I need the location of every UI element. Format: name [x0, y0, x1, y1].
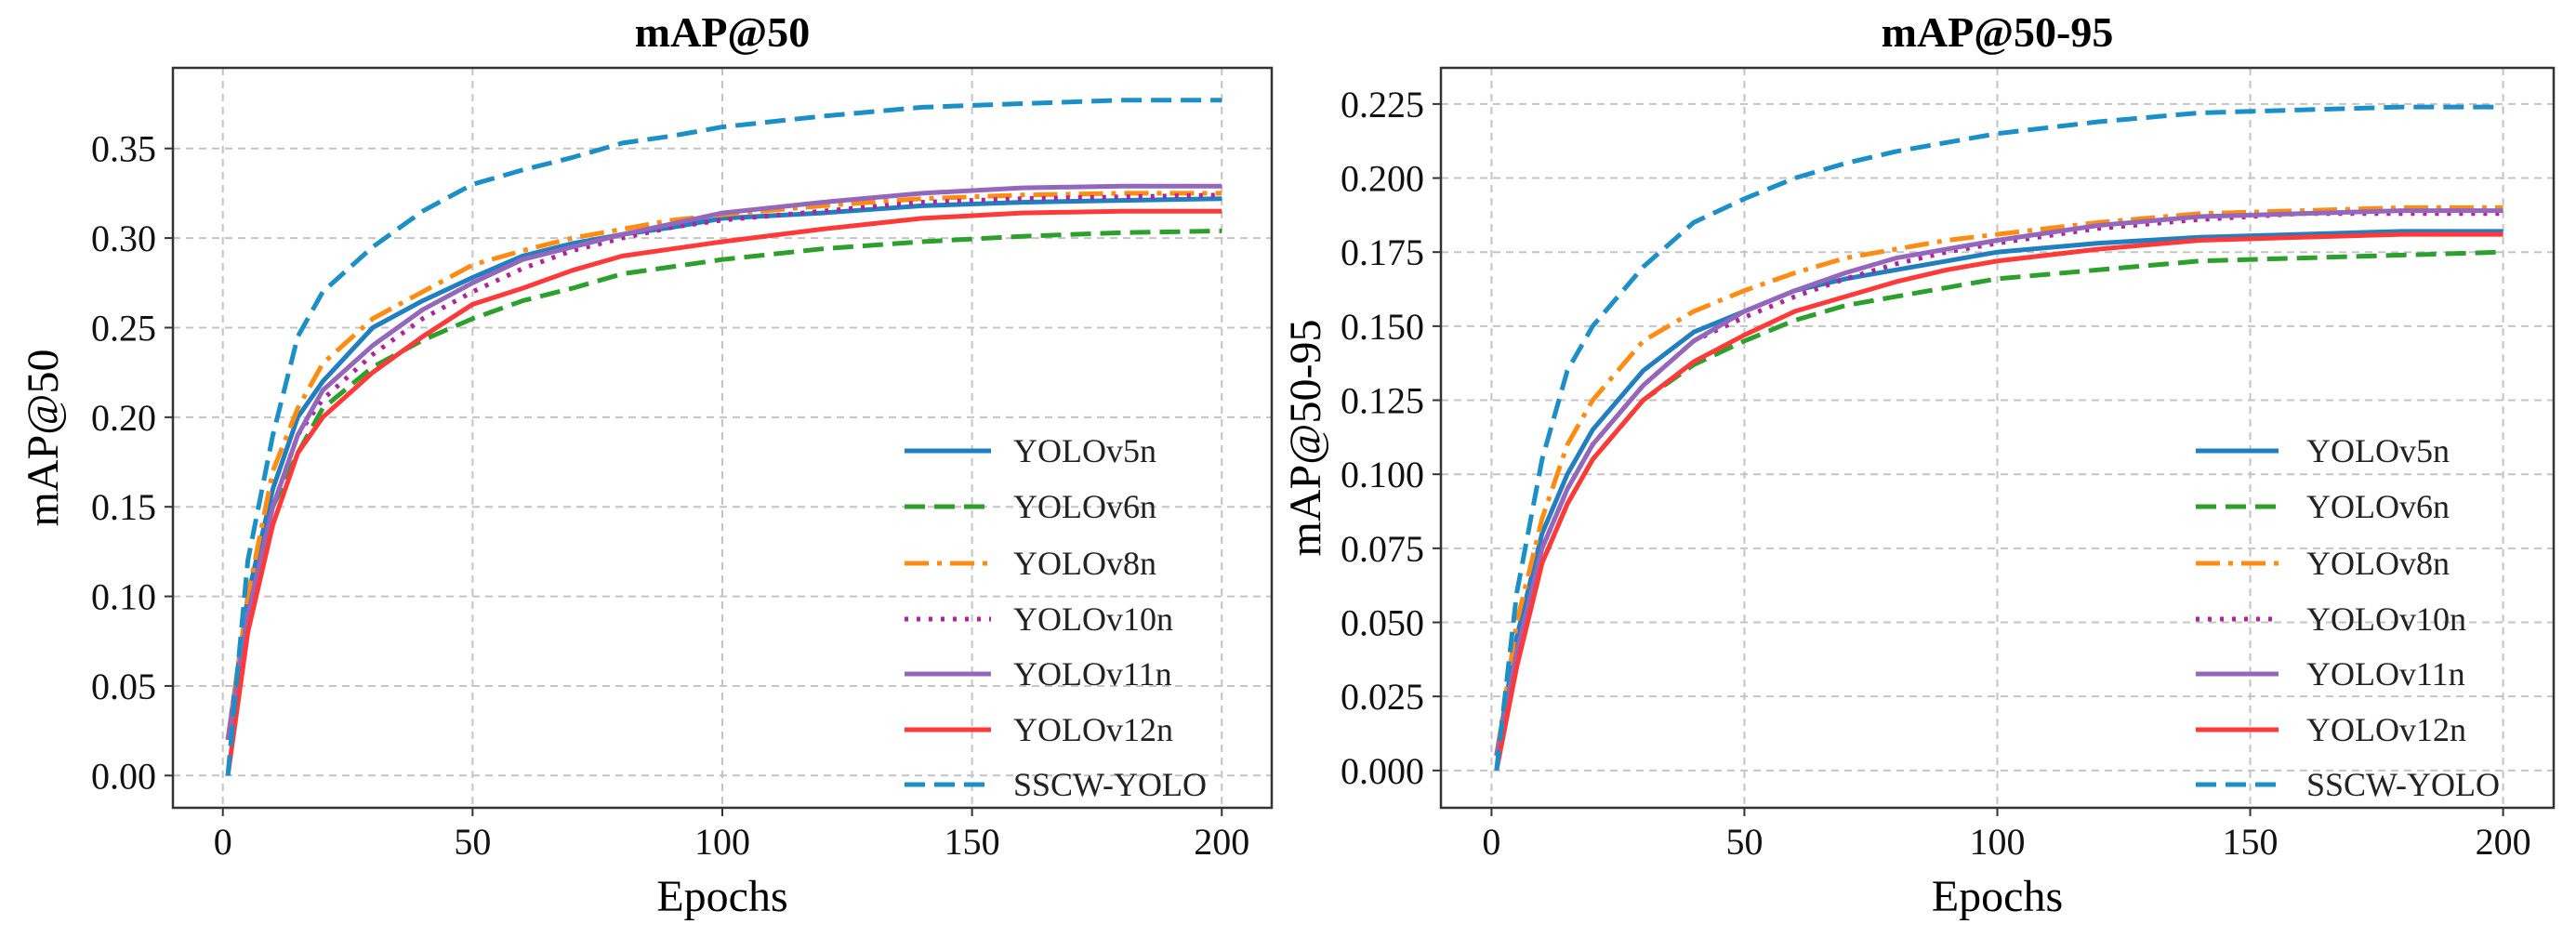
series-line-sscw-yolo: [225, 98, 1222, 776]
legend-label: YOLOv8n: [1013, 545, 1156, 582]
legend-label: YOLOv11n: [1013, 655, 1172, 693]
chart-1: 0 50 100 150 200 0.00 0.05 0.10 0.15 0.20 0.25 0.30…: [19, 8, 1274, 921]
y-tick-label: 0.00: [91, 755, 156, 797]
plot-frame: [171, 66, 1274, 810]
series-line-yolov11n: [225, 183, 1222, 741]
legend-label: SSCW-YOLO: [2306, 766, 2500, 803]
legend-label: YOLOv10n: [1013, 600, 1173, 638]
x-axis-label: Epochs: [656, 872, 787, 921]
series-line-yolov12n: [1494, 231, 2503, 772]
legend-label: YOLOv8n: [2306, 545, 2450, 582]
legend-label: SSCW-YOLO: [1013, 766, 1207, 803]
series-line-yolov12n: [225, 208, 1222, 776]
x-tick-label: 200: [2476, 821, 2531, 863]
y-tick-label: 0.025: [1341, 676, 1424, 718]
series-line-yolov8n: [225, 191, 1222, 741]
y-tick-label: 0.125: [1341, 380, 1424, 422]
legend-label: YOLOv6n: [1013, 488, 1156, 525]
x-tick-label: 0: [1482, 821, 1500, 863]
x-tick-label: 50: [454, 821, 491, 863]
series-line-yolov11n: [1494, 208, 2503, 757]
x-tick-label: 200: [1194, 821, 1249, 863]
y-tick-label: 0.150: [1341, 306, 1424, 348]
legend-label: YOLOv12n: [2306, 711, 2466, 748]
y-axis-label: mAP@50-95: [1281, 320, 1330, 557]
x-tick-label: 100: [694, 821, 750, 863]
x-tick-label: 100: [1970, 821, 2026, 863]
x-tick-label: 0: [214, 821, 232, 863]
legend: YOLOv5n YOLOv6n YOLOv8n YOLOv10n YOLOv11n YOL…: [2196, 432, 2500, 803]
y-tick-label: 0.075: [1341, 528, 1424, 570]
y-tick-label: 0.15: [91, 486, 156, 528]
chart-2: 0 50 100 150 200 0.000 0.025 0.050 0.075 0.100 0.1…: [1281, 8, 2556, 921]
plot-frame: [1439, 66, 2556, 810]
legend-label: YOLOv12n: [1013, 711, 1173, 748]
y-tick-label: 0.35: [91, 128, 156, 170]
legend-label: YOLOv10n: [2306, 600, 2466, 638]
x-tick-label: 150: [945, 821, 1000, 863]
y-tick-label: 0.200: [1341, 158, 1424, 200]
legend-label: YOLOv6n: [2306, 488, 2450, 525]
y-tick-label: 0.20: [91, 397, 156, 439]
y-tick-label: 0.225: [1341, 84, 1424, 125]
legend-label: YOLOv5n: [2306, 432, 2450, 469]
y-tick-label: 0.05: [91, 666, 156, 707]
y-tick-label: 0.100: [1341, 454, 1424, 495]
y-axis-label: mAP@50: [19, 350, 68, 527]
legend: YOLOv5n YOLOv6n YOLOv8n YOLOv10n YOLOv11n YOL…: [905, 432, 1207, 803]
y-tick-label: 0.10: [91, 576, 156, 618]
y-tick-label: 0.25: [91, 307, 156, 349]
series-line-yolov5n: [1494, 229, 2503, 757]
x-tick-label: 50: [1725, 821, 1763, 863]
x-tick-label: 150: [2223, 821, 2279, 863]
y-tick-label: 0.050: [1341, 602, 1424, 644]
series-line-yolov5n: [225, 196, 1222, 741]
y-tick-label: 0.30: [91, 218, 156, 259]
y-tick-label: 0.175: [1341, 231, 1424, 273]
x-axis-label: Epochs: [1932, 872, 2063, 921]
chart-title: mAP@50-95: [1882, 8, 2114, 56]
series-line-yolov8n: [1494, 205, 2503, 757]
y-tick-label: 0.000: [1341, 750, 1424, 792]
series-line-sscw-yolo: [1494, 104, 2503, 772]
legend-label: YOLOv5n: [1013, 432, 1156, 469]
chart-title: mAP@50: [635, 8, 810, 56]
legend-label: YOLOv11n: [2306, 655, 2465, 693]
